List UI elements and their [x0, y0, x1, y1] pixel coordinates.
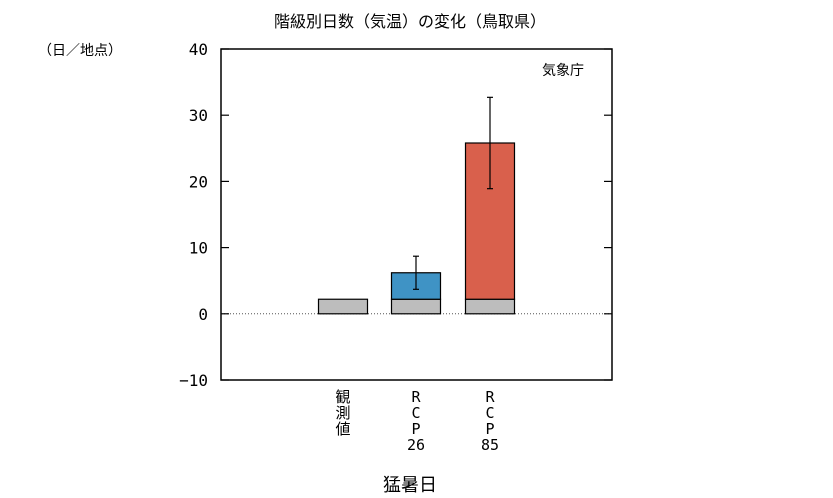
x-tick-label-1: 26	[407, 436, 425, 454]
x-tick-label-2: R	[485, 388, 495, 406]
chart-title: 階級別日数（気温）の変化（鳥取県）	[274, 12, 546, 31]
x-tick-label-0: 測	[335, 404, 350, 422]
x-tick-label-1: C	[411, 404, 420, 422]
source-label: 気象庁	[542, 63, 584, 79]
plot-frame	[220, 48, 613, 381]
x-tick-label-2: C	[485, 404, 494, 422]
bar-baseline-0	[317, 298, 369, 315]
y-unit-label: （日／地点）	[38, 43, 122, 59]
x-tick-label-2: P	[485, 420, 494, 438]
x-tick-label-0: 値	[335, 420, 350, 438]
x-tick-label-0: 観	[335, 388, 350, 406]
x-axis-label: 猛暑日	[383, 475, 437, 496]
x-tick-label-2: 85	[481, 436, 499, 454]
y-tick-label: −10	[179, 371, 208, 390]
bar-baseline-2	[464, 298, 516, 315]
x-tick-label-1: R	[411, 388, 421, 406]
bar-baseline-1	[390, 298, 442, 315]
y-tick-label: 0	[198, 305, 208, 324]
x-tick-label-1: P	[411, 420, 420, 438]
y-tick-label: 40	[189, 40, 208, 59]
y-tick-label: 20	[189, 172, 208, 191]
y-tick-label: 30	[189, 106, 208, 125]
y-tick-label: 10	[189, 239, 208, 258]
